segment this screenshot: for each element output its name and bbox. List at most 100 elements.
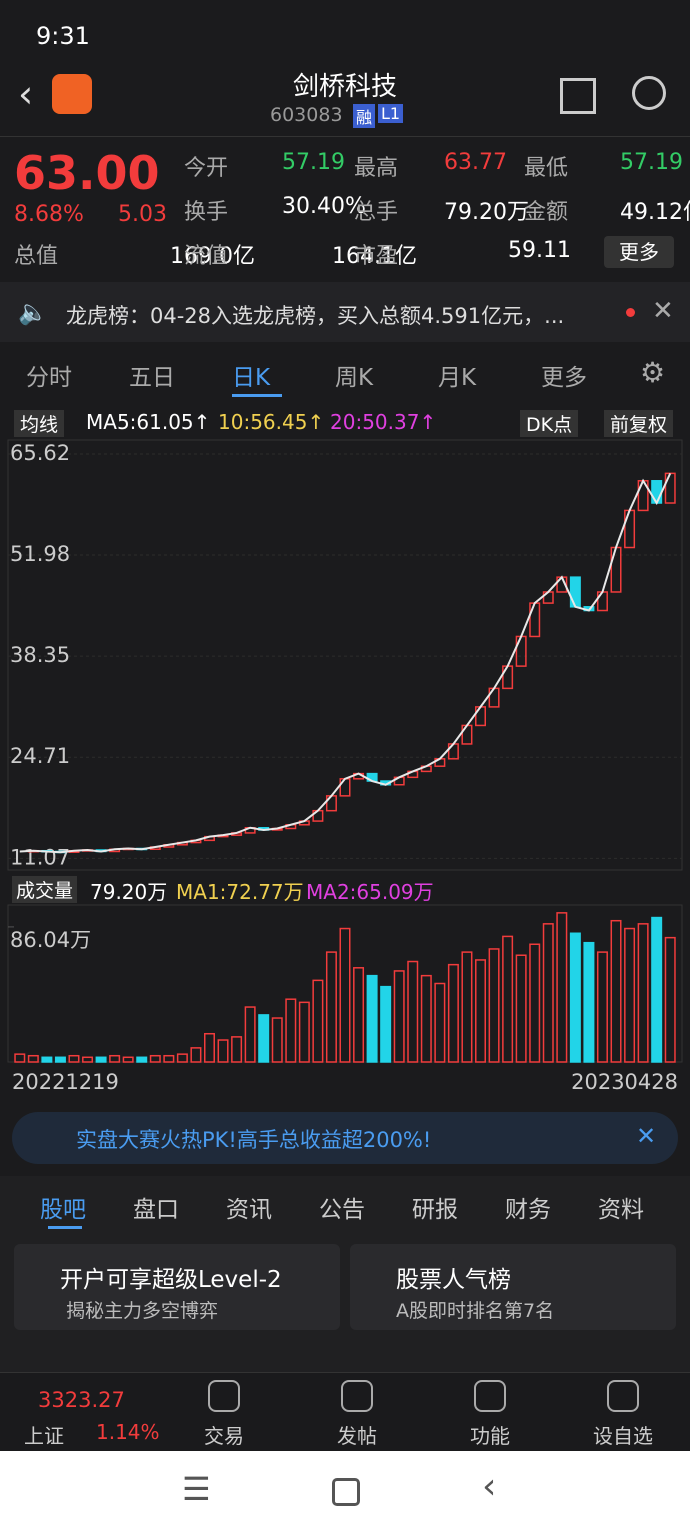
chart: 65.62 51.98 38.35 24.71 11.07 86.04万 20221219 2… xyxy=(7,439,683,1094)
candle-body xyxy=(339,778,351,797)
bottom-item[interactable]: 设自选 xyxy=(593,1424,653,1448)
index-value: 3323.27 xyxy=(38,1388,125,1412)
more-button[interactable]: 更多 xyxy=(604,236,674,268)
section-tab[interactable]: 公告 xyxy=(319,1197,365,1223)
bottom-item[interactable]: 交易 xyxy=(204,1424,244,1448)
bottom-item[interactable]: 功能 xyxy=(470,1424,510,1448)
field-label: 总值 xyxy=(14,244,59,269)
card[interactable] xyxy=(350,1244,676,1330)
adjust-button[interactable]: 前复权 xyxy=(604,410,674,437)
settings-icon[interactable]: ⚙ xyxy=(640,356,666,389)
divider xyxy=(0,136,690,137)
card-sub: 揭秘主力多空博弈 xyxy=(66,1300,219,1322)
volume-bar xyxy=(163,1054,175,1063)
volume-latest: 79.20万 xyxy=(90,880,168,904)
ma10: 10:56.45↑ xyxy=(218,410,325,434)
notice-bar[interactable] xyxy=(0,282,690,342)
section-tab[interactable]: 财务 xyxy=(505,1197,551,1223)
speaker-icon: 🔈 xyxy=(18,298,48,326)
banner-text: 实盘大赛火热PK!高手总收益超200%! xyxy=(76,1128,432,1152)
candle-body xyxy=(502,665,514,690)
volume-bar xyxy=(366,974,378,1063)
volume-bar xyxy=(176,1053,188,1063)
field-label: 金额 xyxy=(524,200,569,225)
section-tab[interactable]: 研报 xyxy=(412,1197,458,1223)
field-label: 流值 xyxy=(184,244,229,269)
bottom-icon[interactable] xyxy=(474,1380,506,1412)
volume-select[interactable]: 成交量 xyxy=(12,876,78,903)
nav-menu[interactable]: ☰ xyxy=(182,1470,211,1508)
candle-body xyxy=(529,602,541,638)
candle-body xyxy=(488,687,500,708)
nav-home[interactable] xyxy=(332,1478,360,1506)
section-tab[interactable]: 资讯 xyxy=(226,1197,272,1223)
nav-bar xyxy=(0,1451,690,1533)
volume-bar xyxy=(54,1056,66,1063)
volume-bar xyxy=(569,932,581,1063)
volume-ma1: MA1:72.77万 xyxy=(176,880,304,904)
volume-bar xyxy=(596,951,608,1063)
dot xyxy=(626,308,635,317)
field-value: 49.12亿 xyxy=(620,200,690,225)
field-value: 59.11 xyxy=(508,238,571,263)
close-line xyxy=(19,472,672,854)
banner-close[interactable]: ✕ xyxy=(636,1122,657,1150)
volume-bar xyxy=(68,1054,80,1063)
volume-bar xyxy=(610,919,622,1063)
volume-bar xyxy=(380,985,392,1063)
search-icon[interactable] xyxy=(632,76,666,110)
period-tab[interactable]: 分时 xyxy=(26,365,72,391)
bottom-item[interactable]: 发帖 xyxy=(337,1424,377,1448)
field-label: 市盈 xyxy=(354,244,399,269)
x-tick-label: 20221219 xyxy=(12,1070,119,1094)
close[interactable]: ✕ xyxy=(652,296,674,326)
candle-body xyxy=(610,546,622,593)
section-tab[interactable]: 资料 xyxy=(598,1197,644,1223)
card[interactable] xyxy=(14,1244,340,1330)
volume-bar xyxy=(258,1014,270,1063)
volume-bar xyxy=(95,1056,107,1063)
index-pct: 1.14% xyxy=(96,1420,160,1444)
volume-bar xyxy=(325,951,337,1063)
indicator-select[interactable]: 均线 xyxy=(14,410,65,437)
candle-body xyxy=(664,472,676,504)
field-value: 57.19 xyxy=(620,150,683,175)
card-title: 开户可享超级Level-2 xyxy=(60,1267,282,1293)
volume-bar xyxy=(285,998,297,1063)
field-value: 57.19 xyxy=(282,150,345,175)
bottom-icon[interactable] xyxy=(607,1380,639,1412)
volume-bar xyxy=(447,963,459,1063)
stock-name: 剑桥科技 xyxy=(292,72,397,102)
bottom-icon[interactable] xyxy=(208,1380,240,1412)
volume-bar xyxy=(149,1054,161,1063)
period-tab[interactable]: 日K xyxy=(232,365,271,391)
index-name: 上证 xyxy=(24,1424,64,1448)
period-tab[interactable]: 周K xyxy=(335,365,374,391)
volume-bar xyxy=(515,954,527,1063)
volume-bar xyxy=(637,923,649,1063)
volume-bar xyxy=(353,967,365,1063)
volume-bar xyxy=(14,1053,26,1063)
nav-back[interactable]: ‹ xyxy=(482,1466,497,1507)
share-icon[interactable] xyxy=(560,78,596,114)
section-tab[interactable]: 股吧 xyxy=(40,1197,86,1223)
logo xyxy=(52,74,92,114)
period-tab[interactable]: 五日 xyxy=(129,365,175,391)
period-tab[interactable]: 更多 xyxy=(541,365,587,391)
field-value: 30.40% xyxy=(282,194,366,219)
y-tick-label: 51.98 xyxy=(10,542,70,566)
volume-ma2: MA2:65.09万 xyxy=(306,880,434,904)
ma20: 20:50.37↑ xyxy=(330,410,437,434)
bottom-icon[interactable] xyxy=(341,1380,373,1412)
volume-bar xyxy=(27,1054,39,1063)
section-tab[interactable]: 盘口 xyxy=(133,1197,179,1223)
candle-body xyxy=(624,509,636,549)
volume-bar xyxy=(651,916,663,1063)
volume-bar xyxy=(624,927,636,1063)
banner[interactable] xyxy=(12,1112,678,1164)
volume-bar xyxy=(244,1006,256,1063)
dk-button[interactable]: DK点 xyxy=(520,410,579,437)
period-tab[interactable]: 月K xyxy=(438,365,477,391)
back[interactable]: ‹ xyxy=(18,72,34,116)
